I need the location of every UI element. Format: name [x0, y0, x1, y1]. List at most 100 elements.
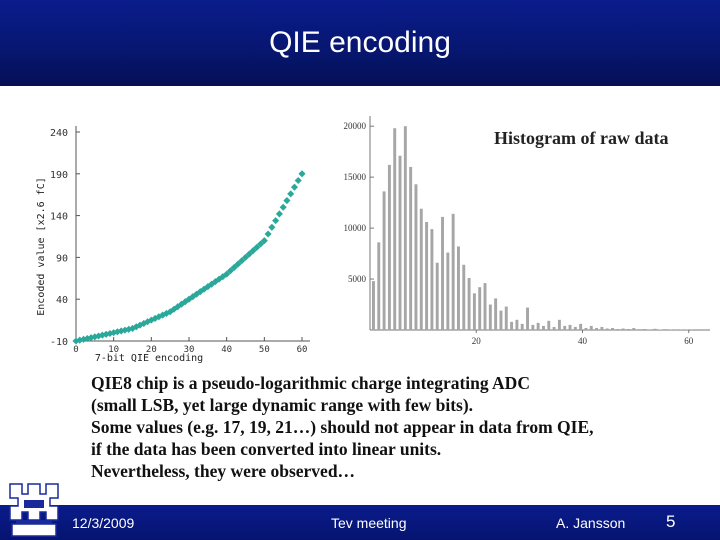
histogram-bar [488, 304, 492, 330]
histogram-bar [414, 184, 418, 330]
histogram-bar [510, 321, 514, 330]
histogram-bar [664, 329, 668, 330]
page-number: 5 [666, 512, 676, 531]
histogram-bar [627, 328, 630, 330]
histogram-bar [584, 327, 588, 330]
footer-band [0, 505, 720, 540]
histogram-bar [600, 326, 604, 330]
fermilab-logo-icon [9, 483, 59, 537]
histogram-bar [536, 322, 540, 330]
histogram-bar [589, 325, 593, 330]
data-point [272, 217, 280, 225]
histogram-bar [382, 191, 386, 330]
histogram-bar [393, 128, 397, 330]
histogram-title: Histogram of raw data [494, 128, 669, 148]
scatter-axes [75, 126, 310, 342]
histogram-bar [403, 126, 407, 330]
y-axis-label: Encoded value [x2.6 fC] [36, 177, 47, 315]
histogram-bar [462, 264, 466, 330]
slide-title: QIE encoding [269, 26, 451, 59]
footer-date: 12/3/2009 [72, 515, 135, 531]
histogram-bar [637, 329, 641, 330]
data-point [264, 230, 272, 238]
histogram-bar [430, 229, 434, 330]
histogram-bar [377, 242, 381, 330]
body-line: if the data has been converted into line… [91, 439, 442, 459]
data-point [241, 253, 250, 261]
y-tick-label: 5000 [348, 274, 367, 284]
x-tick-label: 10 [108, 345, 119, 355]
body-line: Some values (e.g. 17, 19, 21…) should no… [91, 417, 594, 437]
scatter-tick-labels: -10 40 90 140 190 240 0 10 20 30 40 50 60 7-bit QIE e… [36, 128, 307, 364]
y-tick-label: 190 [50, 170, 68, 181]
histogram-bar [573, 326, 577, 330]
data-point [245, 250, 253, 258]
body-line: QIE8 chip is a pseudo-logarithmic charge… [91, 373, 530, 393]
histogram-bar [483, 283, 487, 330]
histogram-bar [653, 328, 657, 330]
x-tick-label: 20 [472, 336, 482, 346]
data-point [238, 257, 246, 265]
histogram-bar [674, 329, 678, 330]
histogram-bar [595, 327, 599, 330]
y-tick-label: 10000 [344, 223, 367, 233]
histogram-bar [425, 221, 429, 330]
histogram-bar [542, 325, 545, 330]
body-line: (small LSB, yet large dynamic range with… [91, 395, 474, 415]
x-tick-label: 40 [221, 345, 232, 355]
histogram-bar [526, 307, 529, 330]
slide-body-text: QIE8 chip is a pseudo-logarithmic charge… [91, 372, 701, 482]
data-point [230, 263, 238, 271]
data-point [275, 210, 283, 218]
histogram-bar [557, 319, 561, 330]
histogram-bar [478, 287, 482, 330]
histogram-bar [515, 319, 519, 330]
histogram-bar [658, 329, 662, 330]
histogram-bar [457, 246, 460, 330]
footer-meeting: Tev meeting [331, 515, 407, 531]
histogram-bars [372, 126, 694, 330]
y-tick-label: 240 [50, 128, 68, 139]
histogram-bar [552, 326, 556, 330]
histogram-bar [611, 327, 614, 330]
histogram-bar [409, 166, 413, 330]
data-point [226, 267, 234, 275]
histogram-bar [520, 323, 524, 330]
data-point [294, 176, 302, 185]
histogram-bar [494, 298, 498, 330]
title-band: QIE encoding [0, 0, 720, 86]
histogram-bar [648, 329, 652, 330]
data-point [223, 270, 231, 278]
x-tick-label: 60 [297, 345, 308, 355]
histogram-bar [579, 323, 583, 330]
data-point [290, 183, 299, 191]
histogram-bar [398, 155, 402, 330]
histogram-bar [621, 328, 625, 330]
data-point [260, 237, 268, 245]
histogram-bar [372, 281, 375, 330]
y-tick-label: 40 [56, 295, 68, 306]
data-point [283, 197, 291, 205]
histogram-bar [472, 293, 476, 330]
histogram-bar [419, 208, 423, 330]
x-tick-label: 20 [146, 345, 157, 355]
histogram-bar [605, 328, 609, 330]
raw-data-histogram: 5000 10000 15000 20000 20 40 60 [344, 116, 710, 346]
histogram-bar [547, 320, 551, 330]
data-point [249, 247, 257, 255]
histogram-bar [467, 278, 471, 330]
y-tick-label: 140 [50, 212, 68, 223]
histogram-bar [387, 164, 391, 330]
histogram-bar [632, 327, 636, 330]
data-point [287, 190, 295, 198]
histogram-bar [441, 216, 444, 330]
histogram-bar [642, 328, 646, 330]
footer-author: A. Jansson [556, 515, 626, 531]
histogram-bar [435, 262, 439, 330]
histogram-bar [616, 328, 620, 330]
data-point [279, 203, 287, 211]
data-point [268, 223, 276, 231]
histogram-bar [568, 324, 572, 330]
scatter-points [72, 170, 306, 345]
data-point [234, 260, 242, 268]
